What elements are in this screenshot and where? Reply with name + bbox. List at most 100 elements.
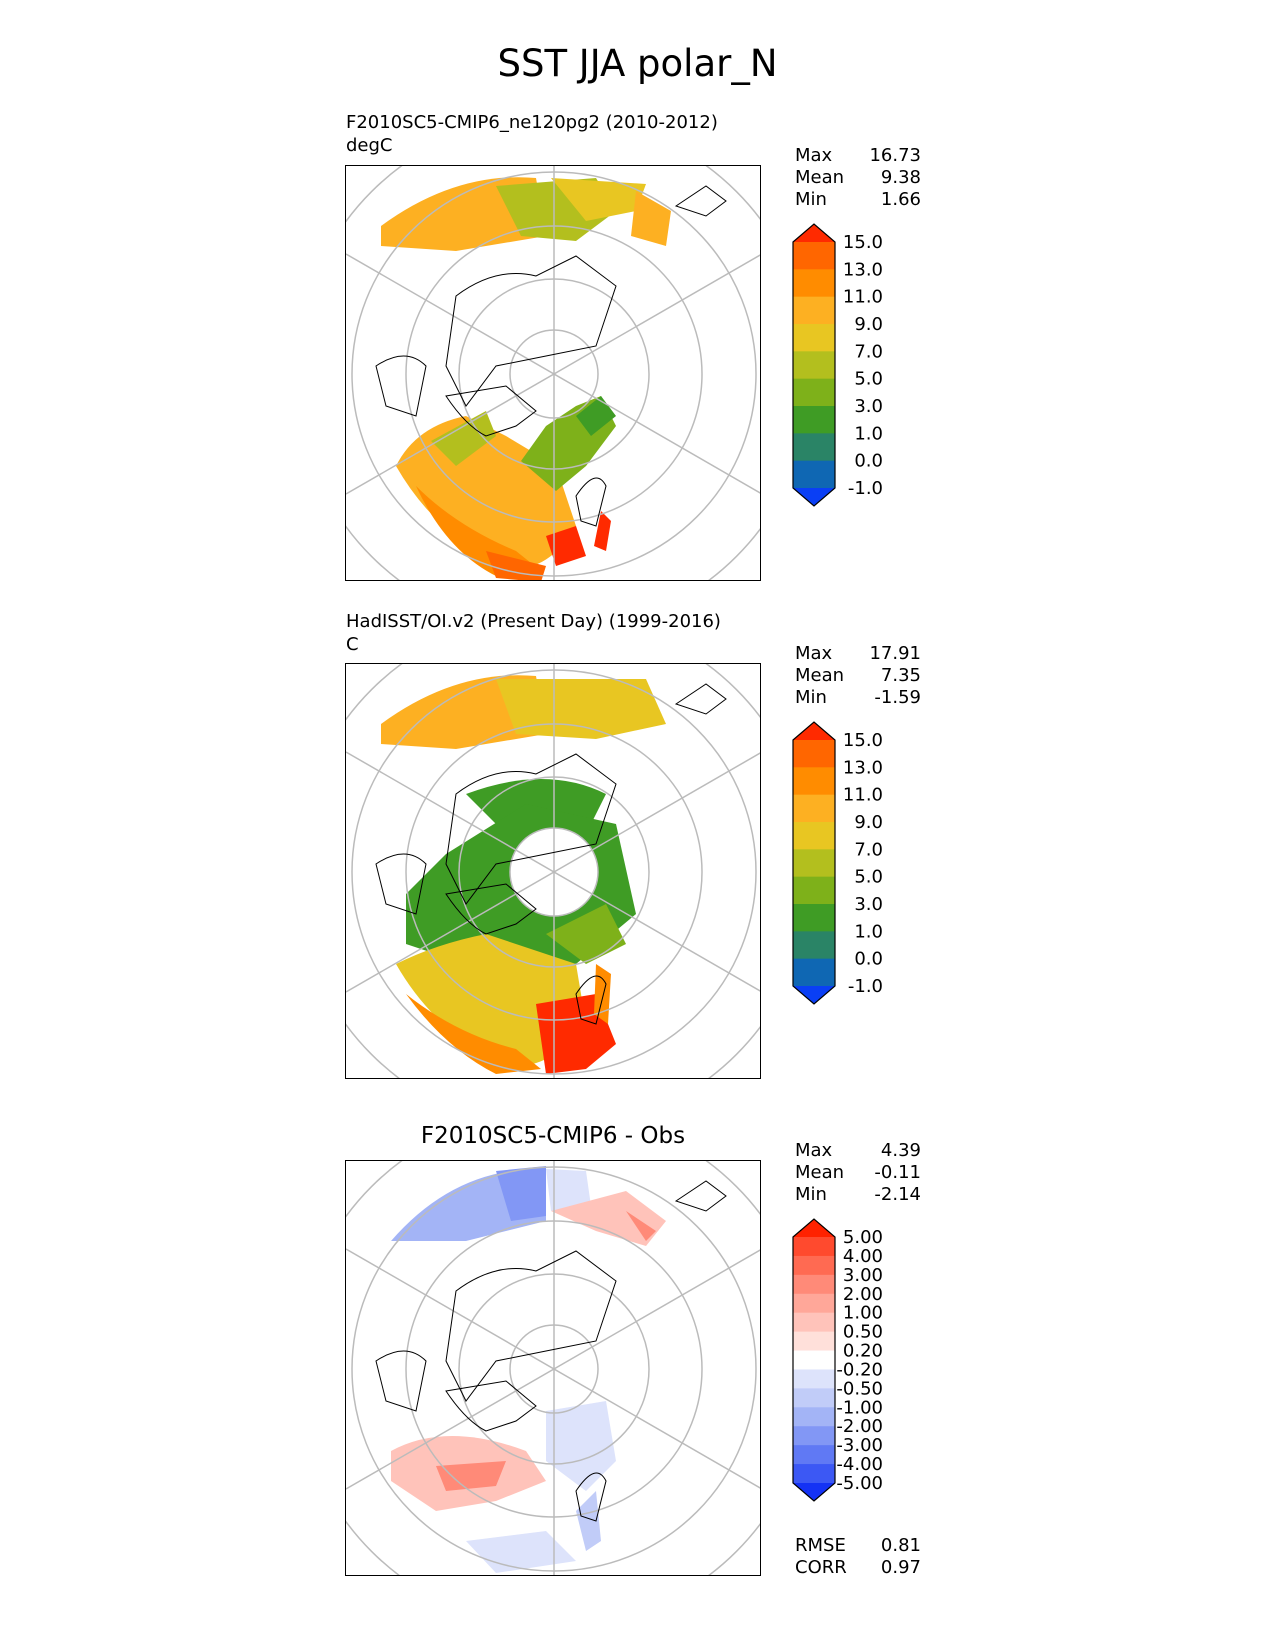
colorbar-segment — [793, 904, 835, 932]
stat-row: Max 16.73 — [795, 145, 921, 166]
colorbar-segment — [793, 1445, 835, 1465]
colorbar-segment — [793, 378, 835, 407]
colorbar-outline — [792, 1218, 836, 1502]
colorbar-segment — [793, 1274, 835, 1295]
colorbar-tick-label: -1.0 — [848, 976, 883, 997]
colorbar-tick-label: 11.0 — [843, 785, 883, 806]
colorbar-tick-label: -3.00 — [836, 1435, 883, 1456]
colorbar-segment — [793, 931, 835, 960]
colorbar-tick-label: 2.00 — [843, 1284, 883, 1305]
colorbar-tick-label: 0.0 — [854, 451, 883, 472]
colorbar-tick-label: 9.0 — [854, 812, 883, 833]
colorbar-outline — [792, 721, 836, 1005]
colorbar-tick-label: -5.00 — [836, 1473, 883, 1494]
panel1-units: degC — [346, 135, 393, 156]
colorbar-segment — [793, 1293, 835, 1314]
colorbar-bottom-arrow — [793, 986, 835, 1004]
panel3-stats: Max 4.39 Mean -0.11 Min -2.14 — [795, 1140, 921, 1206]
colorbar-svg: 15.0 13.0 11.0 9.0 7.0 5.0 3.0 1.0 0.0 -1.0 — [792, 223, 883, 507]
colorbar-tick-label: 3.0 — [854, 894, 883, 915]
colorbar-segment — [793, 876, 835, 905]
colorbar-tick-label: 5.00 — [843, 1227, 883, 1248]
colorbar-segment — [793, 1426, 835, 1446]
stat-row: CORR 0.97 — [795, 1557, 921, 1578]
figure-title: SST JJA polar_N — [497, 42, 778, 85]
colorbar-segment — [793, 1464, 835, 1484]
panel1-map — [345, 165, 761, 581]
colorbar-segment — [793, 1407, 835, 1427]
panel3-title: F2010SC5-CMIP6 - Obs — [420, 1123, 686, 1149]
colorbar-segment — [793, 1350, 835, 1370]
colorbar-tick-label: 0.0 — [854, 949, 883, 970]
stat-row: RMSE 0.81 — [795, 1535, 921, 1556]
colorbar-segment — [793, 1369, 835, 1389]
colorbar-tick-label: 1.0 — [854, 921, 883, 942]
colorbar-tick-label: 0.50 — [843, 1322, 883, 1343]
colorbar-segment — [793, 242, 835, 270]
colorbar-tick-label: -1.00 — [836, 1397, 883, 1418]
colorbar-segment — [793, 1255, 835, 1276]
panel2-units: C — [346, 634, 359, 655]
colorbar-tick-label: -0.50 — [836, 1378, 883, 1399]
colorbar-tick-label: -1.0 — [848, 478, 883, 499]
colorbar-outline — [792, 223, 836, 507]
colorbar-tick-label: 11.0 — [843, 287, 883, 308]
colorbar-tick-label: 1.0 — [854, 423, 883, 444]
stat-row: Mean 7.35 — [795, 665, 921, 686]
colorbar-tick-label: 5.0 — [854, 867, 883, 888]
colorbar-segment — [793, 406, 835, 434]
colorbar-tick-label: 7.0 — [854, 839, 883, 860]
colorbar-tick-label: -2.00 — [836, 1416, 883, 1437]
colorbar-tick-label: 1.00 — [843, 1303, 883, 1324]
stat-row: Max 17.91 — [795, 643, 921, 664]
colorbar-segment — [793, 794, 835, 823]
colorbar-tick-label: 15.0 — [843, 730, 883, 751]
colorbar-tick-label: 3.00 — [843, 1265, 883, 1286]
colorbar-segment — [793, 351, 835, 380]
panel2-title: HadISST/OI.v2 (Present Day) (1999-2016) — [346, 611, 721, 632]
stat-row: Mean -0.11 — [795, 1162, 921, 1183]
colorbar-segment — [793, 460, 835, 489]
colorbar-segment — [793, 740, 835, 768]
colorbar-segment — [793, 1331, 835, 1352]
colorbar-tick-label: -4.00 — [836, 1454, 883, 1475]
colorbar-segment — [793, 822, 835, 850]
panel2-map — [345, 663, 761, 1079]
colorbar-tick-label: -0.20 — [836, 1359, 883, 1380]
colorbar-bottom-arrow — [793, 1483, 835, 1501]
stat-row: Mean 9.38 — [795, 167, 921, 188]
colorbar-tick-label: 9.0 — [854, 314, 883, 335]
colorbar-segment — [793, 958, 835, 987]
colorbar-top-arrow — [793, 1219, 835, 1237]
colorbar-tick-label: 3.0 — [854, 396, 883, 417]
colorbar-tick-label: 0.20 — [843, 1341, 883, 1362]
colorbar-segment — [793, 849, 835, 878]
panel1-stats: Max 16.73 Mean 9.38 Min 1.66 — [795, 145, 921, 211]
panel3-map — [345, 1160, 761, 1576]
stat-row: Max 4.39 — [795, 1140, 921, 1161]
colorbar-top-arrow — [793, 722, 835, 740]
panel1-colorbar: 15.0 13.0 11.0 9.0 7.0 5.0 3.0 1.0 0.0 -1.0 — [792, 223, 933, 507]
colorbar-segment — [793, 433, 835, 462]
colorbar-segment — [793, 1312, 835, 1333]
colorbar-tick-label: 13.0 — [843, 757, 883, 778]
colorbar-segment — [793, 767, 835, 796]
colorbar-tick-label: 5.0 — [854, 369, 883, 390]
stat-row: Min -1.59 — [795, 687, 921, 708]
panel2-stats: Max 17.91 Mean 7.35 Min -1.59 — [795, 643, 921, 709]
colorbar-segment — [793, 1237, 835, 1257]
panel3-error-stats: RMSE 0.81 CORR 0.97 — [795, 1535, 921, 1579]
colorbar-tick-label: 13.0 — [843, 259, 883, 280]
panel3-colorbar: 5.00 4.00 3.00 2.00 1.00 0.50 0.20 -0.20 -0.50 -1… — [792, 1218, 933, 1502]
colorbar-tick-label: 15.0 — [843, 232, 883, 253]
panel2-colorbar: 15.0 13.0 11.0 9.0 7.0 5.0 3.0 1.0 0.0 -1.0 — [792, 721, 933, 1005]
stat-row: Min 1.66 — [795, 189, 921, 210]
panel1-title: F2010SC5-CMIP6_ne120pg2 (2010-2012) — [346, 112, 718, 133]
colorbar-segment — [793, 1388, 835, 1408]
colorbar-top-arrow — [793, 224, 835, 242]
colorbar-svg: 5.004.003.002.001.000.500.20-0.20-0.50-1… — [792, 1218, 883, 1502]
colorbar-segment — [793, 269, 835, 298]
colorbar-segment — [793, 296, 835, 325]
colorbar-tick-label: 4.00 — [843, 1246, 883, 1267]
colorbar-tick-label: 7.0 — [854, 341, 883, 362]
